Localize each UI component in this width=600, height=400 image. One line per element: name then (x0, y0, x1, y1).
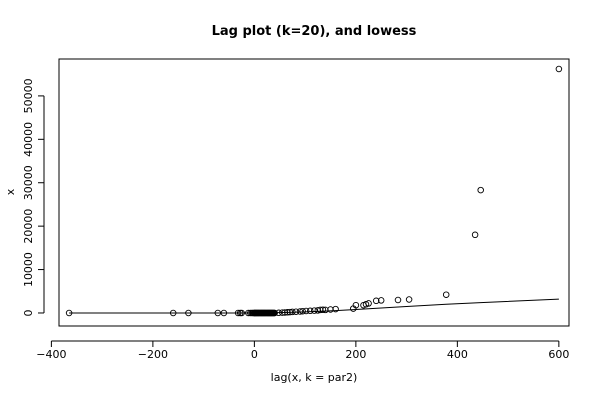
data-point (332, 305, 339, 313)
data-point (471, 231, 479, 239)
data-point (289, 308, 296, 316)
data-point (372, 297, 380, 305)
data-point (317, 306, 324, 314)
y-tick-label: 30000 (22, 165, 35, 200)
x-axis-label: lag(x, k = par2) (271, 371, 358, 384)
data-point (169, 309, 177, 317)
data-point (405, 296, 413, 303)
data-point (442, 291, 450, 298)
data-point (306, 307, 314, 315)
data-point (284, 309, 291, 316)
data-point (377, 297, 385, 304)
x-tick-label: 200 (345, 348, 366, 361)
data-point (220, 309, 228, 317)
lowess-line (69, 298, 559, 314)
data-point (275, 309, 282, 317)
data-point (477, 186, 484, 194)
plot-frame (58, 58, 570, 327)
data-point (322, 306, 329, 314)
data-point (286, 308, 294, 316)
data-point (281, 309, 289, 316)
data-point (319, 306, 327, 313)
y-axis-label: x (4, 188, 17, 195)
data-point (65, 309, 73, 317)
chart-title: Lag plot (k=20), and lowess (212, 24, 417, 39)
y-tick-label: 0 (22, 309, 35, 316)
data-point (296, 308, 304, 315)
data-point (352, 301, 360, 309)
data-point (292, 308, 300, 315)
y-tick-label: 40000 (22, 122, 35, 157)
x-tick-label: 0 (251, 348, 258, 361)
points-layer (65, 65, 563, 317)
data-point (238, 309, 245, 317)
data-point (299, 307, 306, 315)
data-point (555, 65, 563, 73)
y-tick-label: 10000 (22, 252, 35, 287)
x-tick-label: 600 (548, 348, 569, 361)
data-point (271, 309, 278, 317)
data-point (394, 296, 402, 304)
y-tick-label: 20000 (22, 209, 35, 244)
data-point (185, 309, 192, 317)
data-point (214, 309, 222, 317)
y-tick-label: 50000 (22, 78, 35, 113)
lowess-layer (69, 298, 559, 314)
data-point (311, 307, 318, 314)
data-point (327, 306, 334, 313)
data-point (302, 307, 310, 315)
x-tick-label: 400 (447, 348, 468, 361)
x-axis: −400 −200 0 200 400 600 (36, 340, 569, 361)
data-point (234, 309, 242, 317)
data-point (279, 309, 286, 316)
y-axis: 0 10000 20000 30000 40000 50000 (22, 78, 45, 316)
x-tick-label: −200 (138, 348, 168, 361)
data-point (365, 300, 372, 307)
x-tick-label: −400 (36, 348, 66, 361)
